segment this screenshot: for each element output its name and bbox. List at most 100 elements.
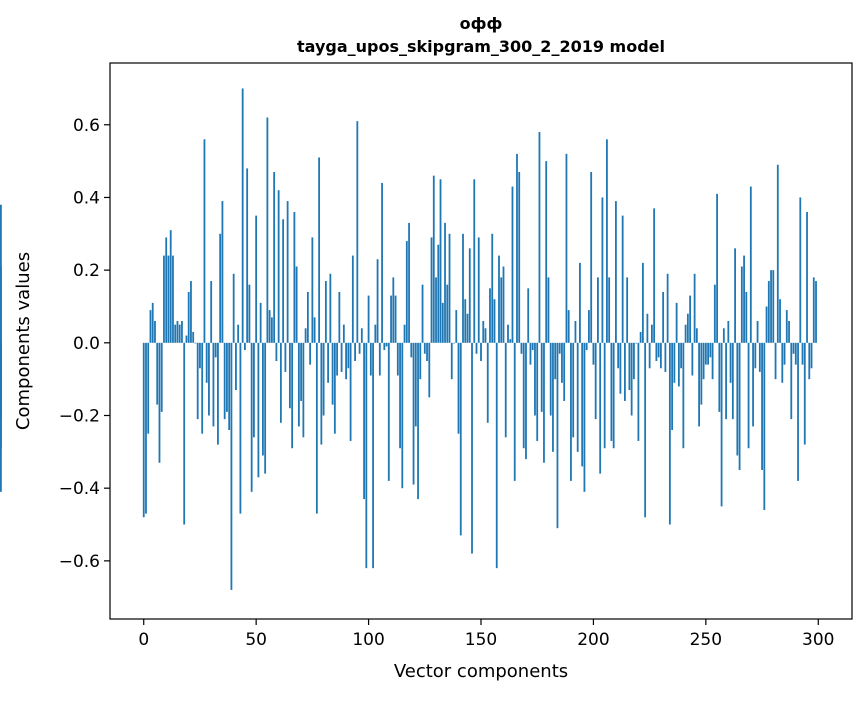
- bar-108: [385, 342, 388, 347]
- y-axis-label: Components values: [13, 252, 34, 430]
- y-axis-ticks: −0.6 −0.4 −0.2 0.0 0.2 0.4 0.6: [59, 116, 110, 572]
- bar-257: [720, 342, 723, 507]
- bar-250: [704, 342, 707, 365]
- bar-25: [199, 342, 201, 369]
- bar-56: [268, 310, 271, 343]
- bar-137: [450, 342, 453, 380]
- bar-283: [779, 299, 781, 343]
- bar-276: [763, 342, 766, 510]
- bar-215: [626, 277, 629, 343]
- bar-141: [459, 342, 462, 536]
- x-tick-label: 150: [465, 630, 497, 650]
- bar-87: [338, 291, 341, 343]
- x-tick-label: 50: [245, 630, 267, 650]
- bar-46: [246, 168, 249, 343]
- bar-67: [293, 211, 296, 343]
- bar-40: [232, 273, 235, 343]
- bar-287: [788, 321, 790, 343]
- bar-69: [297, 342, 300, 427]
- bar-243: [689, 295, 692, 343]
- bar-97: [360, 328, 363, 343]
- bar-163: [509, 339, 512, 343]
- bar-242: [686, 313, 689, 343]
- bar-154: [489, 288, 491, 343]
- bar-246: [695, 328, 698, 343]
- bar-83: [329, 273, 332, 343]
- bar-57: [270, 317, 273, 343]
- bar-150: [480, 342, 482, 361]
- bar-41: [235, 342, 237, 391]
- bar-226: [650, 324, 653, 343]
- bar-212: [619, 342, 622, 394]
- bar-271: [752, 342, 754, 427]
- bar-114: [399, 342, 401, 449]
- bar-149: [477, 237, 480, 343]
- bar-263: [734, 248, 736, 343]
- bar-21: [190, 281, 192, 343]
- bar-249: [702, 342, 705, 380]
- bar-36: [223, 342, 226, 420]
- bar-121: [414, 342, 417, 427]
- bar-161: [504, 342, 507, 438]
- bar-193: [576, 342, 579, 452]
- bar-157: [495, 342, 498, 569]
- bar-3: [149, 310, 152, 343]
- bar-219: [635, 342, 638, 344]
- y-tick-label: 0.2: [73, 261, 100, 281]
- x-tick-label: 100: [352, 630, 384, 650]
- y-tick-label: 0.0: [73, 334, 100, 354]
- bar-147: [473, 179, 476, 343]
- bar-203: [599, 342, 602, 474]
- bar-91: [347, 342, 350, 369]
- bar-140: [457, 342, 460, 434]
- bar-136: [448, 233, 451, 343]
- bar-134: [444, 222, 446, 343]
- bar-200: [592, 342, 595, 365]
- bar-35: [221, 201, 224, 343]
- bar-128: [430, 237, 433, 343]
- bar-undefined: [0, 342, 2, 449]
- bar-59: [275, 342, 278, 361]
- bar-47: [248, 284, 251, 343]
- bar-292: [799, 197, 802, 343]
- bar-268: [745, 291, 748, 343]
- bar-273: [756, 321, 759, 343]
- bar-192: [574, 321, 577, 343]
- bar-245: [693, 273, 696, 343]
- y-tick-label: −0.4: [59, 479, 100, 499]
- bar-0: [142, 342, 145, 518]
- bar-205: [603, 342, 606, 449]
- bar-95: [356, 121, 359, 343]
- bar-221: [639, 331, 642, 343]
- bar-261: [729, 342, 732, 383]
- bar-176: [538, 132, 541, 343]
- bar-285: [783, 342, 786, 365]
- bar-44: [241, 88, 244, 343]
- bar-298: [812, 277, 815, 343]
- bar-75: [311, 237, 314, 343]
- chart-subtitle: tayga_upos_skipgram_300_2_2019 model: [297, 37, 665, 56]
- bar-201: [594, 342, 597, 420]
- bar-185: [558, 342, 561, 354]
- bar-296: [808, 342, 811, 380]
- x-axis-ticks: 0 50 100 150 200 250 300: [138, 619, 834, 650]
- bar-144: [466, 313, 469, 343]
- y-tick-label: 0.4: [73, 188, 100, 208]
- bar-142: [462, 233, 464, 343]
- bar-278: [767, 281, 770, 343]
- bar-2: [147, 342, 150, 434]
- bar-262: [731, 342, 734, 420]
- bar-232: [664, 342, 667, 372]
- bar-217: [630, 342, 633, 416]
- bar-228: [655, 342, 658, 361]
- bar-31: [212, 342, 215, 427]
- bar-98: [363, 342, 365, 500]
- bar-24: [196, 342, 199, 420]
- bar-258: [722, 328, 725, 343]
- bar-5: [154, 321, 156, 343]
- bar-64: [286, 201, 289, 343]
- bar-72: [304, 328, 307, 343]
- bar-58: [273, 172, 276, 343]
- bar-16: [178, 324, 181, 343]
- bar-63: [284, 342, 287, 372]
